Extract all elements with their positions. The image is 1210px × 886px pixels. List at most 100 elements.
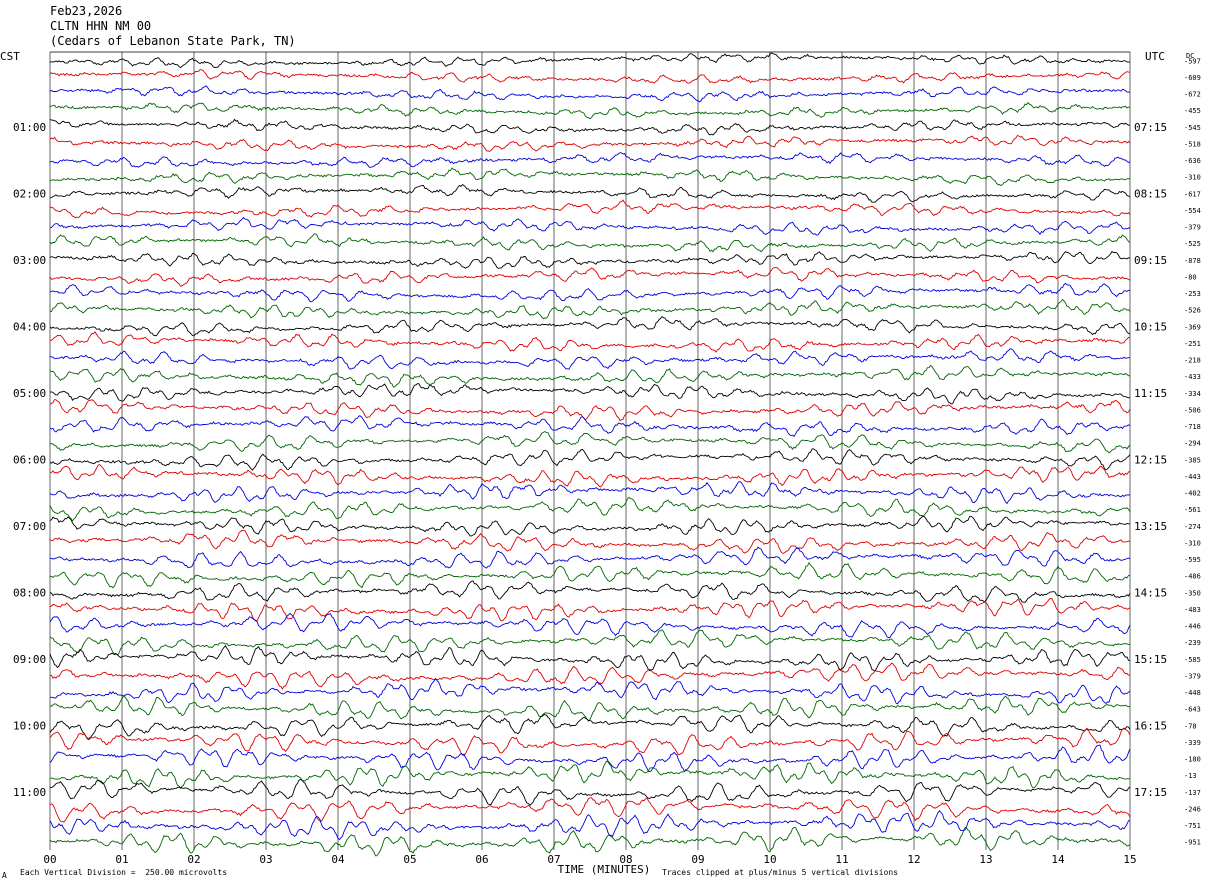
left-hour-label: 05:00	[13, 387, 46, 400]
right-hour-label: 16:15	[1134, 719, 1167, 732]
x-tick-label: 05	[403, 853, 416, 866]
dc-offset-label: -526	[1184, 307, 1201, 315]
x-axis-title: TIME (MINUTES)	[558, 863, 651, 876]
dc-offset-label: -239	[1184, 639, 1201, 647]
dc-offset-label: -518	[1184, 140, 1201, 148]
left-hour-label: 09:00	[13, 653, 46, 666]
trace-line	[49, 216, 1131, 236]
right-hour-label: 14:15	[1134, 586, 1167, 599]
dc-offset-label: -274	[1184, 523, 1201, 531]
dc-offset-label: -334	[1184, 390, 1201, 398]
left-hour-label: 06:00	[13, 453, 46, 466]
dc-offset-label: -448	[1184, 689, 1201, 697]
dc-offset-label: -379	[1184, 672, 1201, 680]
dc-offset-label: -350	[1184, 589, 1201, 597]
trace-line	[49, 645, 1131, 672]
right-hour-label: 15:15	[1134, 653, 1167, 666]
trace-line	[49, 496, 1131, 522]
x-tick-label: 01	[115, 853, 128, 866]
dc-offset-label: -443	[1184, 473, 1201, 481]
corner-mark: A	[2, 871, 7, 880]
right-hour-label: 13:15	[1134, 520, 1167, 533]
dc-offset-label: -486	[1184, 573, 1201, 581]
dc-offset-label: -554	[1184, 207, 1201, 215]
dc-offset-label: -246	[1184, 805, 1201, 813]
left-hour-label: 01:00	[13, 121, 46, 134]
trace-line	[49, 199, 1131, 219]
trace-line	[49, 797, 1131, 823]
x-tick-label: 08	[619, 853, 632, 866]
trace-line	[49, 118, 1131, 136]
trace-line	[49, 399, 1131, 422]
dc-offset-label: -369	[1184, 323, 1201, 331]
trace-line	[49, 529, 1131, 554]
trace-line	[49, 69, 1131, 84]
trace-line	[49, 713, 1131, 741]
dc-offset-label: -339	[1184, 739, 1201, 747]
trace-line	[49, 348, 1131, 370]
x-tick-label: 14	[1051, 853, 1065, 866]
dc-offset-label: -951	[1184, 839, 1201, 847]
dc-offset-label: -585	[1184, 656, 1201, 664]
dc-offset-label: -643	[1184, 706, 1201, 714]
x-tick-label: 09	[691, 853, 704, 866]
trace-line	[49, 282, 1131, 303]
trace-line	[49, 167, 1131, 187]
trace-line	[49, 562, 1130, 589]
dc-offset-label: -13	[1184, 772, 1197, 780]
helicorder-date: Feb23,2026	[50, 4, 123, 18]
dc-offset-label: -446	[1184, 623, 1201, 631]
dc-offset-label: -385	[1184, 456, 1201, 464]
dc-offset-label: -751	[1184, 822, 1201, 830]
trace-line	[49, 612, 1131, 638]
dc-offset-label: -483	[1184, 606, 1201, 614]
right-hour-label: 11:15	[1134, 387, 1167, 400]
right-hour-label: 08:15	[1134, 187, 1167, 200]
left-hour-label: 10:00	[13, 719, 46, 732]
left-hour-label: 04:00	[13, 320, 46, 333]
left-hour-label: 02:00	[13, 187, 46, 200]
dc-offset-label: -878	[1184, 257, 1201, 265]
trace-line	[49, 315, 1131, 337]
left-axis-label: CST	[0, 50, 20, 63]
dc-offset-label: -595	[1184, 556, 1201, 564]
trace-line	[49, 134, 1131, 152]
trace-line	[49, 448, 1131, 471]
x-tick-label: 12	[907, 853, 920, 866]
right-hour-label: 17:15	[1134, 786, 1167, 799]
trace-line	[49, 383, 1131, 405]
dc-offset-label: -609	[1184, 74, 1201, 82]
trace-line	[49, 778, 1131, 806]
trace-line	[49, 101, 1131, 120]
trace-line	[49, 298, 1131, 320]
trace-line	[49, 515, 1131, 537]
trace-line	[49, 597, 1131, 622]
dc-offset-label: -251	[1184, 340, 1201, 348]
trace-line	[49, 629, 1131, 656]
x-tick-label: 02	[187, 853, 200, 866]
trace-line	[49, 364, 1131, 388]
left-hour-label: 11:00	[13, 786, 46, 799]
dc-offset-label: -597	[1184, 57, 1201, 65]
clip-note: Traces clipped at plus/minus 5 vertical …	[662, 868, 899, 877]
x-tick-label: 03	[259, 853, 272, 866]
dc-offset-label: -545	[1184, 124, 1201, 132]
trace-line	[49, 250, 1131, 269]
dc-offset-label: -310	[1184, 539, 1201, 547]
dc-offset-label: -310	[1184, 174, 1201, 182]
station-site: (Cedars of Lebanon State Park, TN)	[50, 34, 296, 48]
trace-line	[49, 760, 1131, 790]
trace-line	[49, 826, 1131, 857]
dc-offset-label: -718	[1184, 423, 1201, 431]
right-axis-label: UTC	[1145, 50, 1165, 63]
dc-header-label: DC	[1186, 52, 1194, 60]
dc-offset-label: -636	[1184, 157, 1201, 165]
dc-offset-label: -80	[1184, 273, 1197, 281]
trace-line	[49, 52, 1130, 69]
trace-line	[49, 481, 1131, 505]
dc-offset-label: -253	[1184, 290, 1201, 298]
trace-line	[49, 430, 1131, 454]
trace-line	[49, 727, 1131, 757]
trace-line	[50, 662, 1131, 690]
